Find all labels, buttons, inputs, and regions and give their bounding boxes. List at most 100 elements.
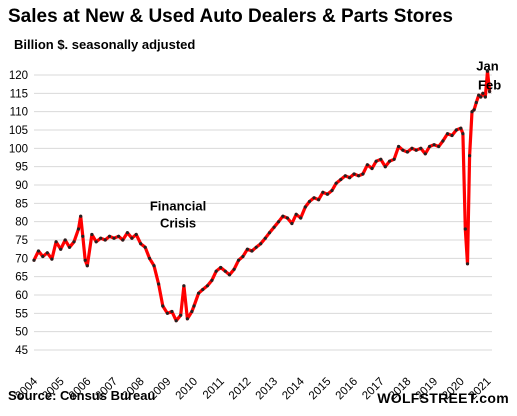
data-point — [152, 264, 156, 268]
data-point — [232, 267, 236, 271]
chart-title: Sales at New & Used Auto Dealers & Parts… — [8, 6, 453, 27]
data-point — [170, 309, 174, 314]
data-point — [250, 249, 254, 253]
data-point — [445, 132, 450, 136]
y-tick-label: 105 — [9, 125, 28, 137]
data-point — [125, 231, 129, 235]
annotations: Financial Crisis Jan Feb — [150, 59, 501, 231]
data-point — [267, 231, 272, 235]
data-point — [99, 236, 103, 240]
data-point — [423, 152, 427, 156]
source-note: Source: Census Bureau — [8, 388, 156, 403]
data-point — [325, 192, 329, 196]
data-point — [379, 157, 383, 161]
y-tick-label: 45 — [15, 345, 28, 357]
data-point — [454, 128, 458, 132]
data-point — [81, 234, 85, 238]
data-point — [459, 126, 463, 130]
data-point — [245, 247, 249, 251]
data-point — [348, 176, 352, 180]
data-point — [197, 291, 201, 295]
annotation-label: Crisis — [160, 216, 196, 231]
data-point — [94, 240, 98, 244]
y-tick-label: 50 — [15, 327, 28, 339]
data-point — [59, 247, 63, 251]
data-point — [227, 273, 232, 277]
data-point — [41, 254, 45, 259]
data-point — [321, 190, 325, 194]
data-point — [343, 174, 347, 178]
data-point — [32, 258, 36, 262]
data-point — [339, 177, 343, 182]
data-point — [121, 238, 125, 242]
data-point — [134, 232, 138, 237]
data-point — [290, 221, 294, 226]
data-point — [383, 165, 387, 169]
data-point — [401, 148, 405, 152]
data-point — [54, 240, 58, 244]
data-point — [161, 304, 165, 308]
y-tick-label: 75 — [15, 235, 28, 247]
x-tick-label: 2016 — [334, 376, 361, 403]
data-point — [259, 242, 263, 246]
data-point — [205, 284, 209, 288]
data-point — [263, 236, 267, 240]
data-point — [179, 313, 183, 317]
data-point — [481, 91, 485, 95]
data-point — [219, 265, 223, 270]
data-point — [210, 278, 214, 282]
data-point — [143, 245, 147, 249]
data-point — [317, 198, 321, 202]
data-point — [90, 232, 94, 237]
data-point — [461, 132, 465, 136]
x-tick-label: 2015 — [307, 376, 334, 403]
data-point — [432, 143, 436, 147]
data-point — [312, 196, 316, 200]
data-point — [361, 172, 365, 176]
data-point — [488, 89, 492, 94]
annotation-label: Feb — [478, 78, 501, 93]
x-tick-label: 2012 — [227, 376, 254, 403]
data-point — [237, 258, 241, 262]
data-point — [192, 304, 196, 308]
data-point — [281, 214, 285, 218]
data-point — [83, 258, 87, 262]
brand-logo-text: WOLFSTREET.com — [377, 390, 509, 406]
data-point — [388, 159, 392, 163]
data-point — [277, 220, 281, 224]
data-point — [117, 234, 121, 238]
data-point — [130, 236, 134, 240]
data-point — [477, 93, 481, 97]
data-point — [392, 157, 396, 161]
data-point — [465, 262, 470, 266]
data-point — [370, 166, 374, 171]
data-point — [374, 159, 378, 163]
data-point — [450, 133, 454, 138]
y-tick-label: 90 — [15, 180, 28, 192]
data-point — [472, 108, 476, 112]
y-tick-label: 120 — [9, 70, 28, 82]
data-point — [483, 95, 487, 99]
data-point — [201, 287, 205, 292]
data-point — [299, 216, 303, 220]
data-point — [463, 227, 467, 231]
data-point — [72, 240, 76, 244]
y-tick-label: 80 — [15, 217, 28, 229]
chart-subtitle: Billion $. seasonally adjusted — [14, 37, 196, 52]
x-tick-label: 2014 — [280, 375, 307, 402]
data-point — [174, 319, 178, 323]
data-point — [107, 234, 112, 238]
x-tick-label: 2010 — [174, 376, 201, 403]
data-point — [76, 227, 81, 231]
data-point — [307, 199, 312, 204]
data-point — [272, 225, 276, 229]
y-tick-label: 65 — [15, 272, 28, 284]
data-point — [185, 317, 189, 321]
data-point — [468, 154, 472, 158]
data-point — [410, 146, 414, 150]
y-tick-label: 70 — [15, 253, 28, 265]
data-point — [330, 188, 334, 193]
data-point — [182, 284, 186, 288]
data-point — [352, 172, 356, 176]
data-point — [485, 69, 490, 73]
